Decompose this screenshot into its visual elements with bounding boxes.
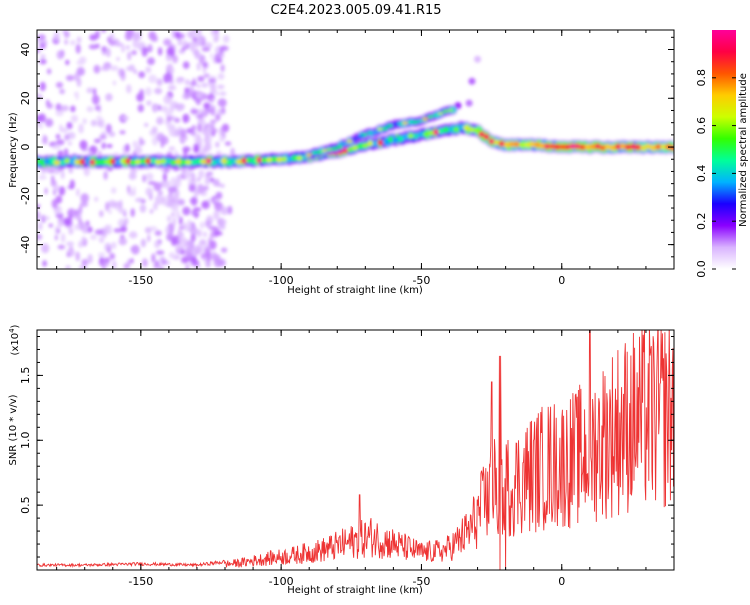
colorbar-tick-label: 0.2 (695, 212, 708, 230)
spectrogram-x-tick-label: -50 (412, 274, 430, 287)
snr-x-tick-label: 0 (558, 575, 565, 588)
snr-ticks: -150 -100 -50 0 0.5 1.0 1.5 (19, 330, 675, 588)
spectrogram-x-tick-label: -150 (128, 274, 153, 287)
spectrogram-y-tick-label: -20 (19, 187, 32, 205)
colorbar-tick-label: 0.8 (695, 69, 708, 87)
spectrogram-x-tick-label: -100 (269, 274, 294, 287)
snr-y-tick-label: 0.5 (19, 496, 32, 514)
snr-series (37, 330, 674, 570)
snr-x-tick-label: -50 (412, 575, 430, 588)
snr-x-label: Height of straight line (km) (287, 585, 423, 596)
snr-x-tick-label: -150 (128, 575, 153, 588)
snr-x-tick-label: -100 (269, 575, 294, 588)
spectrogram-y-tick-label: -40 (19, 236, 32, 254)
snr-y-tick-label: 1.0 (19, 432, 32, 450)
spectrogram-x-tick-label: 0 (558, 274, 565, 287)
spectrogram-panel: -150 -100 -50 0 -40 -20 0 20 40 Height of straig… (8, 29, 675, 296)
spectrogram-y-tick-label: 0 (19, 144, 32, 151)
snr-y-label: SNR (10 * v/v) (8, 394, 19, 465)
colorbar-tick-label: 0.6 (695, 117, 708, 135)
colorbar-ticks: 0.0 0.2 0.4 0.6 0.8 (695, 69, 736, 278)
snr-line (37, 330, 674, 570)
spectrogram-ticks: -150 -100 -50 0 -40 -20 0 20 40 (19, 30, 675, 287)
snr-y-tick-label: 1.5 (19, 367, 32, 385)
spectrogram-y-tick-label: 20 (19, 91, 32, 105)
spectrogram-x-label: Height of straight line (km) (287, 285, 423, 296)
snr-panel: -150 -100 -50 0 0.5 1.0 1.5 Height of straight… (8, 324, 675, 596)
snr-frame (36, 329, 675, 571)
spectrogram-y-tick-label: 40 (19, 43, 32, 57)
colorbar-tick-label: 0.4 (695, 165, 708, 183)
colorbar: 0.0 0.2 0.4 0.6 0.8 Normalized spectral ampl… (695, 30, 749, 278)
figure-title: C2E4.2023.005.09.41.R15 (270, 3, 441, 18)
spectrogram-frame (36, 29, 675, 270)
spectrogram-image (37, 30, 674, 269)
spectrogram-y-label: Frequency (Hz) (8, 112, 19, 188)
colorbar-label: Normalized spectral amplitude (738, 73, 749, 227)
snr-y-exponent: (x104) (8, 324, 21, 355)
colorbar-tick-label: 0.0 (695, 260, 708, 278)
colorbar-gradient (712, 30, 736, 269)
